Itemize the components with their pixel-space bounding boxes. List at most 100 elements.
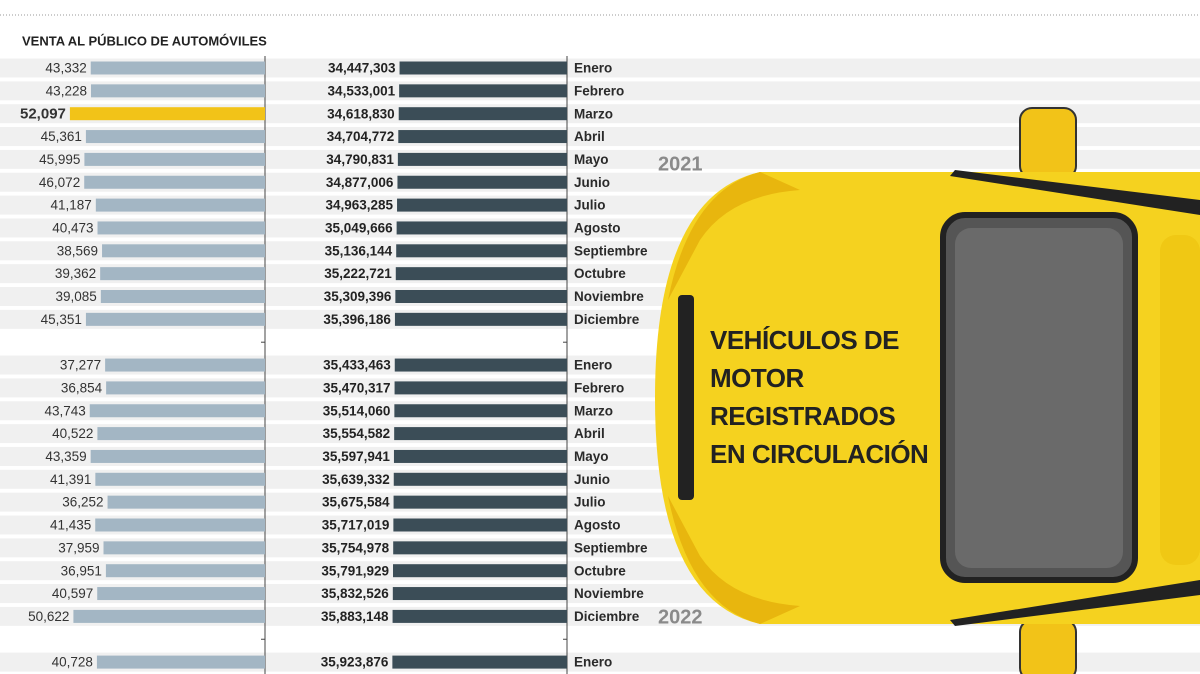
bar <box>395 290 567 303</box>
bar <box>399 84 567 98</box>
bar <box>398 107 567 121</box>
bar <box>100 290 265 303</box>
value-label: 34,963,285 <box>325 198 393 213</box>
value-label: 35,832,526 <box>321 586 389 601</box>
value-label: 35,470,317 <box>323 380 391 395</box>
bar <box>73 609 265 623</box>
category-label: Diciembre <box>574 312 640 327</box>
category-label: Marzo <box>574 106 613 121</box>
bar <box>90 449 266 463</box>
bar <box>392 655 567 669</box>
row-band <box>0 652 1200 672</box>
value-label: 34,790,831 <box>326 152 394 167</box>
category-label: Febrero <box>574 380 624 395</box>
category-label: Noviembre <box>574 586 644 601</box>
bar <box>393 472 567 486</box>
value-label: 41,435 <box>50 518 91 533</box>
bar <box>395 267 567 281</box>
category-label: Septiembre <box>574 243 648 258</box>
value-label: 34,618,830 <box>327 106 395 121</box>
value-label: 35,222,721 <box>324 266 392 281</box>
left-title: VENTA AL PÚBLICO DE AUTOMÓVILES <box>22 33 267 48</box>
value-label: 35,717,019 <box>322 518 390 533</box>
value-label: 35,639,332 <box>322 472 390 487</box>
value-label: 40,597 <box>52 586 93 601</box>
bar <box>84 152 265 166</box>
category-label: Mayo <box>574 152 609 167</box>
value-label: 35,433,463 <box>323 358 391 373</box>
bar <box>393 564 567 578</box>
value-label: 35,136,144 <box>325 243 393 258</box>
bar <box>392 609 567 623</box>
value-label: 40,522 <box>52 426 93 441</box>
value-label: 34,533,001 <box>328 83 396 98</box>
bar <box>90 84 265 98</box>
bar <box>89 404 266 418</box>
bar <box>393 495 567 509</box>
bar <box>96 655 265 669</box>
bar <box>396 244 567 258</box>
bar <box>397 198 567 212</box>
category-label: Junio <box>574 175 610 190</box>
year-label: 2022 <box>658 606 703 628</box>
value-label: 39,085 <box>56 289 97 304</box>
car-illustration <box>655 107 1200 674</box>
bar <box>97 587 265 601</box>
value-label: 38,569 <box>57 243 98 258</box>
category-label: Enero <box>574 358 612 373</box>
value-label: 35,554,582 <box>323 426 391 441</box>
value-label: 52,097 <box>20 106 66 123</box>
bar <box>397 175 567 189</box>
bar <box>95 518 266 532</box>
value-label: 43,228 <box>46 83 87 98</box>
category-label: Julio <box>574 495 606 510</box>
bar <box>85 312 265 326</box>
value-label: 35,514,060 <box>323 403 391 418</box>
title-line: EN CIRCULACIÓN <box>710 439 928 469</box>
value-label: 45,351 <box>41 312 82 327</box>
category-label: Agosto <box>574 518 621 533</box>
value-label: 35,597,941 <box>322 449 390 464</box>
value-label: 41,391 <box>50 472 91 487</box>
value-label: 50,622 <box>28 609 69 624</box>
value-label: 40,728 <box>52 655 93 670</box>
value-label: 43,359 <box>45 449 86 464</box>
value-label: 39,362 <box>55 266 96 281</box>
value-label: 35,883,148 <box>321 609 389 624</box>
bar <box>95 198 265 212</box>
value-label: 43,332 <box>45 61 86 76</box>
value-label: 45,995 <box>39 152 80 167</box>
bar <box>105 358 265 372</box>
row-band <box>0 81 1200 101</box>
bar <box>394 381 567 395</box>
value-label: 45,361 <box>41 129 82 144</box>
value-label: 35,396,186 <box>323 312 391 327</box>
value-label: 37,959 <box>58 540 99 555</box>
category-label: Noviembre <box>574 289 644 304</box>
bar <box>97 427 265 441</box>
title-line: MOTOR <box>710 363 805 393</box>
bar <box>106 381 265 395</box>
category-label: Febrero <box>574 83 624 98</box>
value-label: 43,743 <box>44 403 85 418</box>
bar <box>394 312 567 326</box>
bar <box>85 130 265 144</box>
value-label: 36,252 <box>62 495 103 510</box>
value-label: 34,704,772 <box>327 129 395 144</box>
bar <box>105 564 265 578</box>
bar <box>397 152 567 166</box>
category-label: Diciembre <box>574 609 640 624</box>
bar <box>102 244 265 258</box>
category-label: Abril <box>574 129 605 144</box>
value-label: 36,854 <box>61 380 103 395</box>
value-label: 37,277 <box>60 358 101 373</box>
bar <box>399 61 567 75</box>
category-label: Junio <box>574 472 610 487</box>
bar <box>107 495 265 509</box>
category-label: Mayo <box>574 449 609 464</box>
row-band <box>0 149 1200 169</box>
category-label: Enero <box>574 655 612 670</box>
bar <box>69 107 265 121</box>
bar <box>394 404 567 418</box>
bar <box>103 541 265 555</box>
